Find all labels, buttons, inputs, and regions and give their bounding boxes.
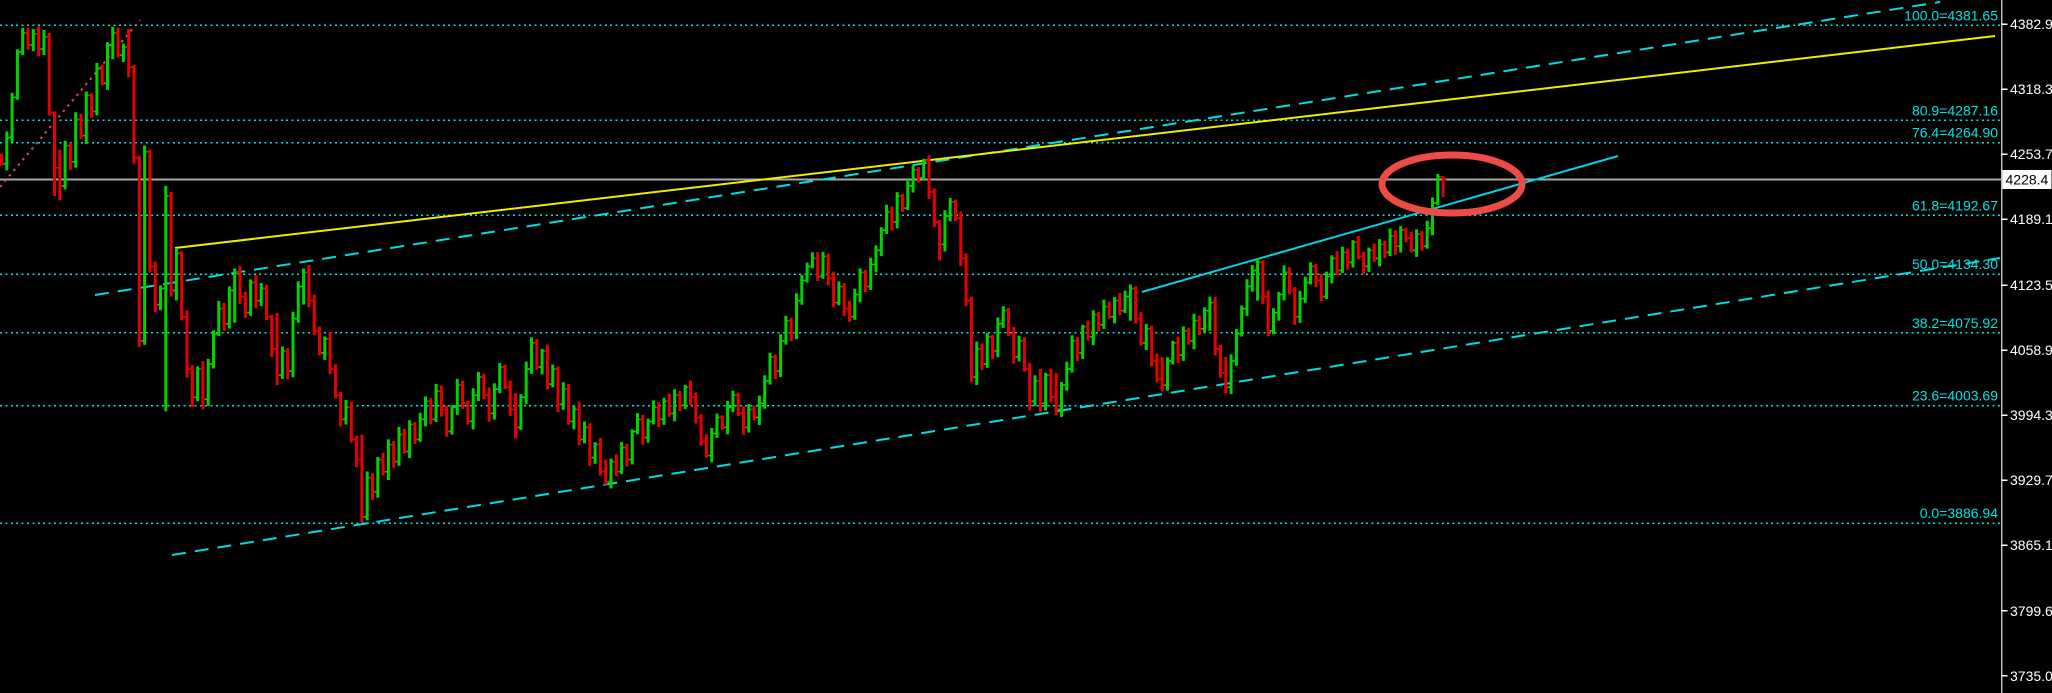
breakout-highlight-ellipse[interactable] <box>1378 151 1526 217</box>
cyan-solid-trendline[interactable] <box>1141 155 1619 293</box>
fib-level-label-80.9: 80.9=4287.16 <box>1912 102 1998 118</box>
axis-tick-label: 4318.3 <box>2010 81 2052 97</box>
yellow-trendline[interactable] <box>174 35 1996 249</box>
axis-tick-label: 3994.3 <box>2010 407 2052 423</box>
current-price-value: 4228.4 <box>2006 172 2049 188</box>
channel-lower-dashed-line[interactable] <box>171 257 2001 556</box>
fib-level-label-100.0: 100.0=4381.65 <box>1904 7 1998 23</box>
red-dotted-trendline[interactable] <box>0 19 141 188</box>
fib-level-label-0.0: 0.0=3886.94 <box>1920 505 1998 521</box>
channel-upper-dashed-line[interactable] <box>94 1 1941 296</box>
axis-tick-label: 3865.1 <box>2010 537 2052 553</box>
axis-tick-label: 4253.7 <box>2010 146 2052 162</box>
axis-tick-label: 4058.9 <box>2010 342 2052 358</box>
axis-tick-label: 4382.9 <box>2010 16 2052 32</box>
current-price-box <box>2002 170 2052 189</box>
fib-retracement-levels: 100.0=4381.65 80.9=4287.16 76.4=4264.90 61.… <box>0 7 2002 524</box>
fib-level-label-76.4: 76.4=4264.90 <box>1912 125 1998 141</box>
axis-tick-label: 3799.6 <box>2010 603 2052 619</box>
axis-tick-label: 4123.5 <box>2010 277 2052 293</box>
price-axis[interactable]: 4382.9 4318.3 4253.7 4189.1 4123.5 4058.9 3994… <box>2000 0 2052 693</box>
fib-level-label-61.8: 61.8=4192.67 <box>1912 197 1998 213</box>
axis-tick-label: 3929.7 <box>2010 472 2052 488</box>
axis-tick-label: 3735.0 <box>2010 668 2052 684</box>
axis-tick-label: 4189.1 <box>2010 211 2052 227</box>
fib-level-label-23.6: 23.6=4003.69 <box>1912 388 1998 404</box>
ohlc-bars <box>0 26 1447 523</box>
fib-level-label-38.2: 38.2=4075.92 <box>1912 315 1998 331</box>
